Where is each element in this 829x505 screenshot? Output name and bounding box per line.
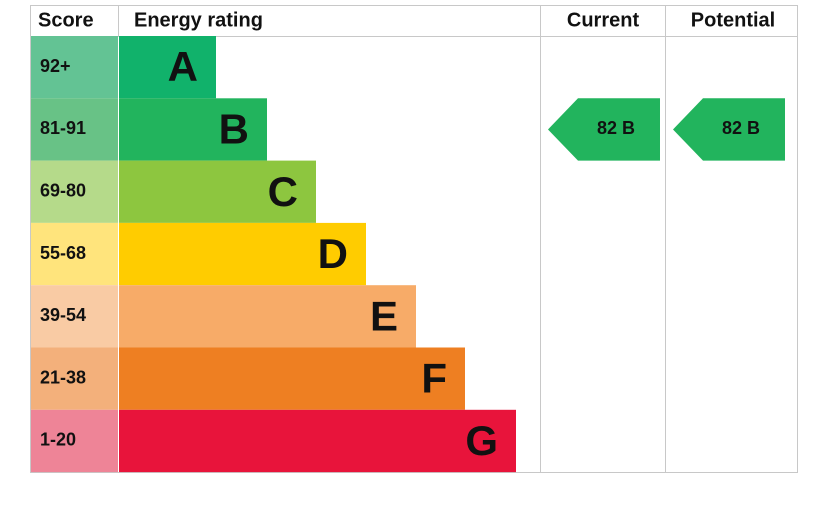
score-label: 21-38 [40,367,86,387]
score-label: 69-80 [40,181,86,201]
score-label: 39-54 [40,305,86,325]
rating-bar [119,285,416,348]
header-score: Score [38,9,94,31]
rating-letter: F [421,355,447,402]
score-label: 92+ [40,56,71,76]
score-cell [31,347,118,410]
score-cell [31,409,118,473]
score-label: 1-20 [40,430,76,450]
score-cell [31,98,118,161]
rating-letter: A [168,43,198,90]
header-potential: Potential [691,9,775,31]
current-label: 82 B [597,118,635,138]
score-cell [31,222,118,286]
rating-letter: B [219,106,249,153]
rating-bar [119,222,366,286]
score-cell [31,36,118,99]
rating-bar [119,409,516,473]
score-label: 55-68 [40,243,86,263]
potential-label: 82 B [722,118,760,138]
rating-letter: C [268,168,298,215]
potential-arrow [673,98,785,161]
score-cell [31,160,118,223]
current-arrow [548,98,660,161]
rating-bar [119,36,216,99]
rating-letter: D [318,230,348,277]
header-rating: Energy rating [134,9,263,31]
score-cell [31,285,118,348]
rating-bar [119,160,316,223]
rating-bar [119,347,465,410]
rating-letter: E [370,292,398,339]
rating-bar [119,98,267,161]
rating-letter: G [465,417,498,464]
header-current: Current [567,9,640,31]
score-label: 81-91 [40,118,86,138]
frame [30,5,798,473]
